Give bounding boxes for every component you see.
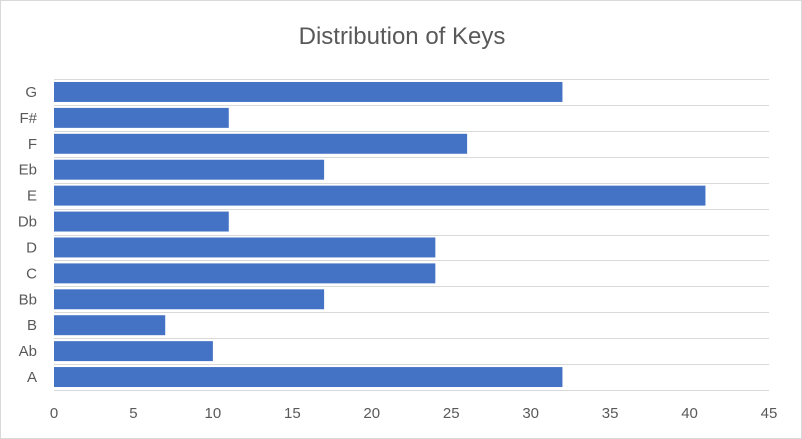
bar-db: [54, 211, 229, 232]
category-labels: A Ab B Bb CD Db E Eb F F# G: [18, 84, 38, 386]
x-tick-label: 5: [129, 405, 137, 422]
bar-bb: [54, 289, 325, 310]
x-tick-label: 40: [681, 405, 698, 422]
bar-g: [54, 81, 563, 102]
bars: [54, 81, 706, 388]
category-label: Ab: [19, 343, 37, 360]
chart-title: Distribution of Keys: [299, 23, 506, 50]
category-label: E: [27, 188, 37, 205]
category-label: A: [27, 369, 37, 386]
category-label: D: [26, 239, 37, 256]
x-tick-label: 25: [443, 405, 460, 422]
gridlines: [54, 79, 769, 391]
bar-fsharp: [54, 107, 229, 128]
bar-d: [54, 237, 436, 258]
x-tick-label: 10: [205, 405, 222, 422]
x-tick-labels: 0 5 10 15 20 25 30 35 40 45: [50, 405, 778, 422]
category-label: Bb: [19, 291, 37, 308]
category-label: G: [25, 84, 37, 101]
bar-c: [54, 263, 436, 284]
x-tick-label: 30: [522, 405, 539, 422]
bar-f: [54, 133, 468, 154]
category-label: B: [27, 317, 37, 334]
category-label: Db: [18, 214, 37, 231]
bar-eb: [54, 159, 325, 180]
x-tick-label: 0: [50, 405, 58, 422]
category-label: Eb: [19, 162, 37, 179]
bar-e: [54, 185, 706, 206]
category-label: C: [26, 265, 37, 282]
category-label: F#: [19, 110, 37, 127]
x-tick-label: 20: [363, 405, 380, 422]
x-tick-label: 15: [284, 405, 301, 422]
x-tick-label: 45: [761, 405, 778, 422]
bar-ab: [54, 341, 213, 362]
category-label: F: [28, 136, 37, 153]
x-tick-label: 35: [602, 405, 619, 422]
bar-a: [54, 367, 563, 388]
bar-b: [54, 315, 166, 336]
